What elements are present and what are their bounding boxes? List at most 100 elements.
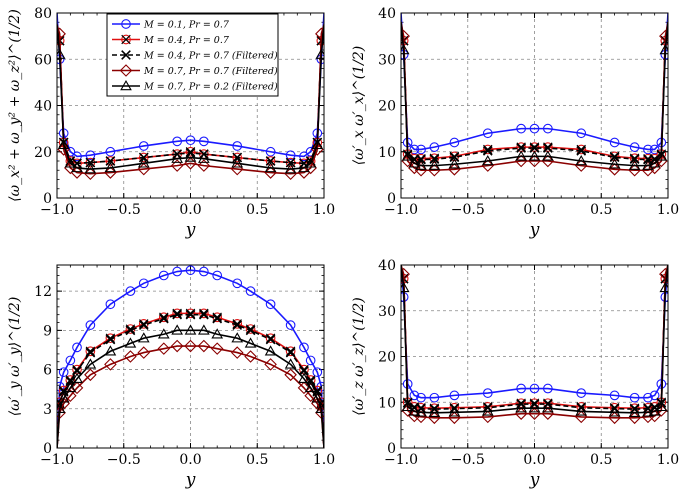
data-point [297, 381, 311, 395]
data-point [528, 402, 541, 413]
y-tick-label: 40 [378, 258, 396, 274]
data-point [137, 346, 151, 359]
data-point [574, 159, 588, 172]
data-point [575, 154, 588, 166]
data-point [285, 347, 296, 358]
data-point [285, 157, 296, 168]
data-point [64, 381, 77, 393]
series-line [401, 265, 668, 419]
data-point [481, 159, 495, 172]
data-point [312, 367, 323, 378]
data-point [70, 381, 84, 395]
chart-panel-1: −1.0 −0.5 0.0 0.5 1.0 0 20 40 60 80 y ⟨ω_x² + ω_y² … [7, 6, 335, 240]
data-point [264, 345, 277, 356]
y-tick-label: 6 [43, 363, 52, 379]
plot-frame [400, 264, 669, 449]
series-5 [57, 24, 324, 174]
series-line [57, 24, 324, 175]
data-point [232, 320, 243, 330]
data-point [401, 29, 410, 43]
series-line [57, 24, 324, 170]
data-point [84, 163, 97, 174]
data-point [245, 286, 256, 296]
data-point [157, 328, 170, 339]
data-point [84, 167, 97, 180]
data-point [609, 390, 620, 401]
data-point [299, 151, 309, 162]
data-point [401, 267, 410, 281]
x-axis-label: y [185, 220, 196, 240]
data-point [185, 308, 196, 319]
data-point [482, 145, 493, 156]
x-tick-label: 1.0 [657, 452, 679, 468]
y-tick-label: 60 [34, 52, 52, 68]
data-point [655, 400, 668, 412]
data-point [429, 142, 440, 152]
data-point [284, 163, 297, 174]
data-point [172, 309, 183, 320]
data-point [138, 320, 149, 330]
data-point [172, 266, 182, 277]
data-point [528, 150, 541, 161]
y-tick-label: 9 [43, 323, 52, 339]
data-point [514, 154, 528, 168]
y-tick-label: 20 [34, 145, 52, 161]
y-tick-label: 20 [378, 99, 396, 115]
legend-label: M = 0.4, Pr = 0.7 [143, 35, 230, 46]
data-point [481, 154, 494, 166]
data-point [608, 158, 621, 169]
data-point [529, 383, 540, 394]
data-point [575, 405, 588, 416]
y-tick-label: 3 [43, 402, 52, 418]
data-point [659, 29, 668, 43]
data-point [185, 309, 196, 320]
data-point [629, 154, 640, 165]
data-point [71, 372, 83, 383]
data-point [125, 325, 136, 336]
data-point [448, 158, 461, 169]
data-point [105, 334, 116, 345]
data-point [449, 152, 460, 163]
x-tick-label: 1.0 [657, 202, 679, 218]
data-point [529, 123, 540, 134]
data-point [85, 150, 96, 161]
data-point [137, 157, 150, 168]
data-point [528, 154, 541, 168]
data-point [401, 150, 414, 161]
data-point [482, 388, 493, 398]
data-point [138, 141, 149, 151]
data-point [428, 163, 441, 177]
data-point [408, 157, 421, 168]
data-point [516, 123, 527, 134]
data-point [70, 166, 84, 179]
data-point [516, 143, 527, 153]
data-point [311, 392, 324, 403]
legend-label: M = 0.4, Pr = 0.7 (Filtered) [143, 51, 278, 62]
series-5 [401, 22, 668, 170]
x-tick-label: −0.5 [451, 452, 485, 468]
data-point [516, 383, 527, 394]
series-line [401, 22, 668, 160]
data-point [199, 308, 209, 319]
data-point [409, 144, 420, 155]
x-axis-label: y [529, 220, 540, 240]
data-point [608, 406, 621, 417]
x-tick-label: 1.0 [313, 202, 335, 218]
data-point [212, 270, 223, 281]
data-point [244, 350, 257, 363]
data-point [230, 346, 244, 359]
data-point [170, 339, 184, 353]
data-point [125, 286, 136, 296]
data-point [58, 367, 69, 378]
data-point [197, 339, 211, 353]
series-5 [57, 324, 324, 448]
data-point [71, 161, 83, 173]
y-axis-label: ⟨ω′_z ω′_z⟩^(1/2) [351, 297, 367, 416]
data-point [629, 392, 640, 403]
data-point [414, 163, 428, 177]
data-point [84, 368, 97, 382]
data-point [643, 392, 653, 403]
data-point [72, 151, 82, 162]
legend-marker [121, 19, 131, 29]
data-point [304, 157, 317, 168]
